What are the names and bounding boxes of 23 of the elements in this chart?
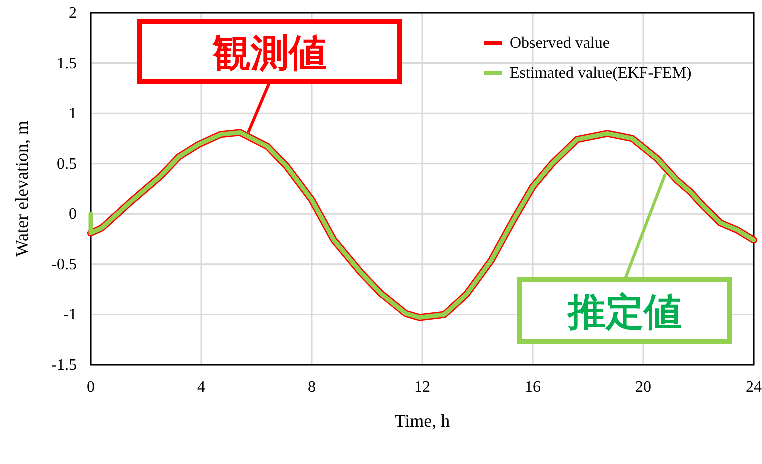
annotation: 推定値 (567, 290, 682, 334)
y-tick-label: 0 (69, 206, 77, 224)
y-tick-label: 1 (69, 106, 77, 123)
x-tick-label: 24 (746, 379, 762, 396)
callout: 推定値 (518, 173, 732, 344)
y-tick-label: 1.5 (57, 55, 77, 72)
legend-label: Observed value (510, 35, 610, 52)
legend-label: Estimated value(EKF-FEM) (510, 65, 692, 82)
annotation: 観測値 (212, 31, 327, 75)
x-tick-label: 20 (636, 379, 652, 396)
x-tick-label: 16 (525, 379, 541, 396)
y-axis-title: Water elevation, m (12, 121, 32, 257)
y-tick-label: 0.5 (57, 156, 77, 173)
x-tick-label: 8 (308, 379, 316, 396)
x-axis-title: Time, h (394, 411, 450, 431)
y-tick-label: -1 (64, 306, 77, 324)
y-tick-label: 2 (69, 5, 77, 22)
y-tick-label: -1.5 (52, 357, 77, 374)
x-tick-label: 12 (414, 379, 430, 396)
x-tick-label: 0 (87, 379, 95, 396)
callout: 観測値 (138, 20, 402, 134)
x-tick-label: 4 (198, 379, 206, 396)
y-tick-label: -0.5 (52, 256, 77, 274)
